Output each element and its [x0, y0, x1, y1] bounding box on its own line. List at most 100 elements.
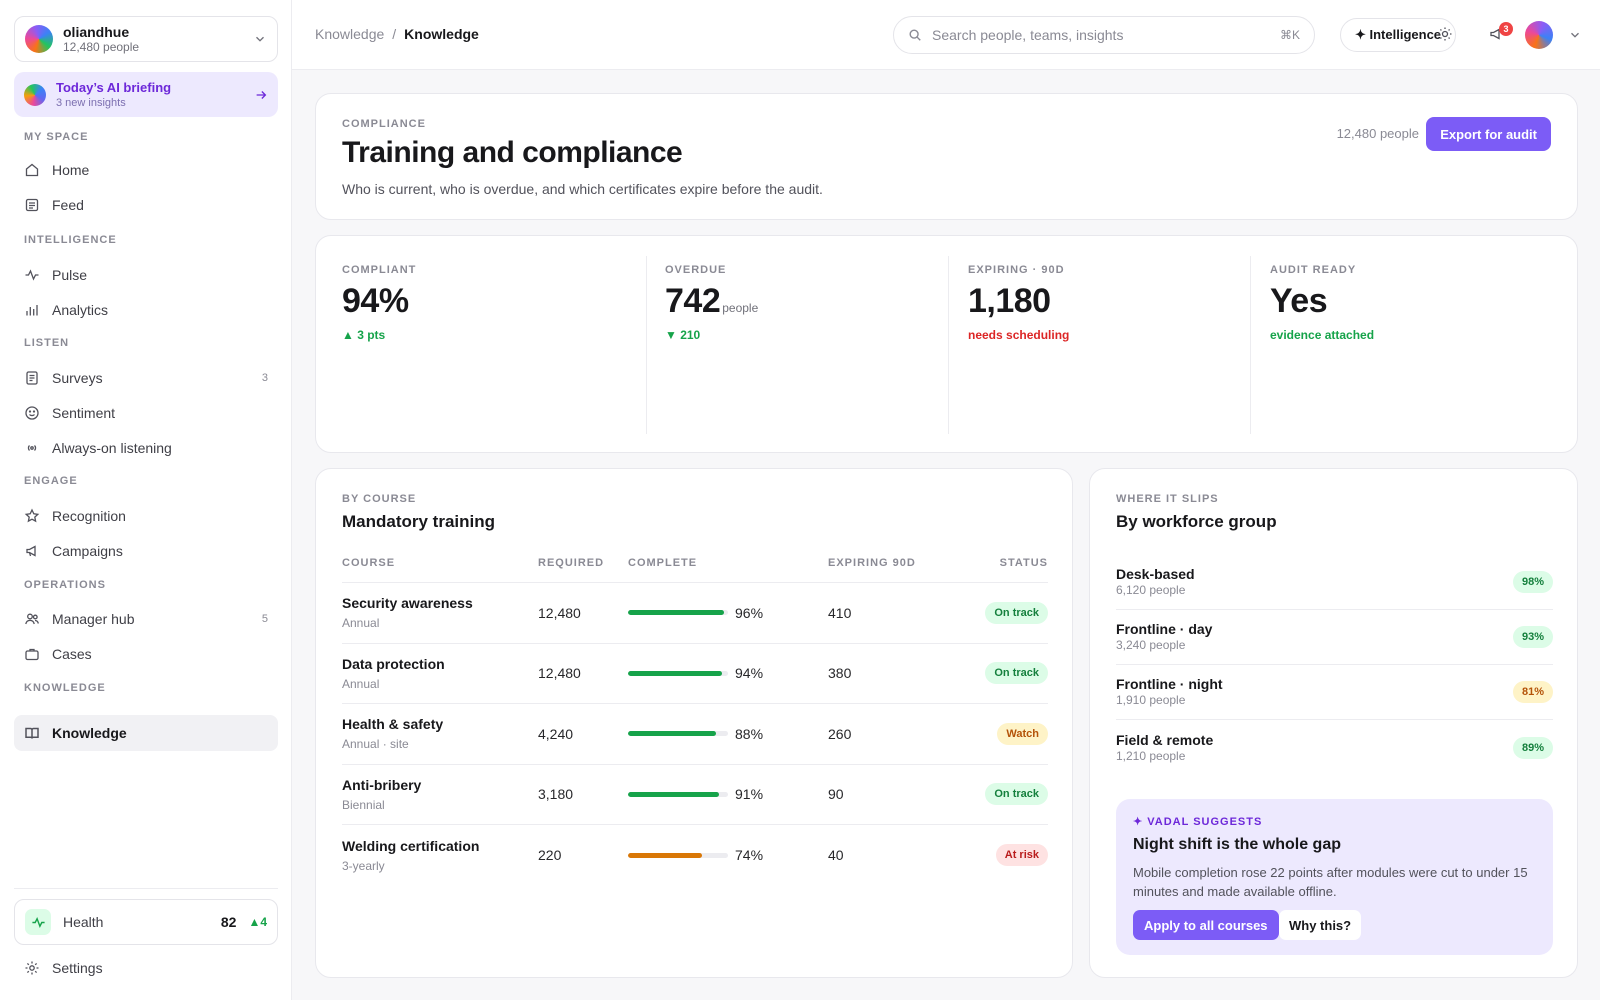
sidebar-item-settings[interactable]: Settings — [14, 951, 278, 985]
kpi-audit-ready: AUDIT READY Yes evidence attached — [1270, 256, 1550, 434]
column-header-complete[interactable]: COMPLETE — [628, 556, 698, 569]
sidebar-item-cases[interactable]: Cases — [14, 637, 278, 671]
health-value: 82 — [220, 914, 237, 930]
completion-cell: 88% — [628, 726, 828, 742]
group-percent-badge: 81% — [1512, 681, 1553, 703]
sidebar-item-always-on-listening[interactable]: Always-on listening — [14, 431, 278, 465]
completion-bar — [628, 610, 728, 616]
pulse-icon — [25, 269, 39, 281]
kpi-value: 742 people — [665, 282, 759, 320]
sidebar-item-manager-hub[interactable]: Manager hub 5 — [14, 602, 278, 636]
nav-section-knowledge: KNOWLEDGE — [24, 682, 106, 694]
group-text: Frontline · night 1,910 people — [1116, 676, 1513, 708]
kpi-label: AUDIT READY — [1270, 264, 1357, 276]
kpi-delta: ▲ 3 pts — [342, 328, 386, 342]
feed-icon — [25, 198, 39, 212]
kpi-delta: ▼ 210 — [665, 328, 701, 342]
list-item[interactable]: Field & remote 1,210 people 89% — [1116, 720, 1553, 775]
sidebar-item-label: Home — [52, 162, 90, 178]
required-count: 12,480 — [538, 665, 581, 682]
status-cell: At risk — [968, 844, 1048, 867]
breadcrumb-parent[interactable]: Knowledge — [315, 26, 385, 42]
course-frequency: Biennial — [342, 797, 385, 812]
sidebar-item-home[interactable]: Home — [14, 153, 278, 187]
list-item[interactable]: Desk-based 6,120 people 98% — [1116, 555, 1553, 610]
course-cell: Data protection Annual — [342, 655, 538, 692]
table-row[interactable]: Anti-bribery Biennial 3,180 91% 90 On tr… — [342, 765, 1048, 825]
expiring-count: 90 — [828, 786, 844, 803]
table-row[interactable]: Welding certification 3-yearly 220 74% 4… — [342, 825, 1048, 886]
column-header-required[interactable]: REQUIRED — [538, 556, 605, 569]
completion-percent: 94% — [735, 665, 764, 682]
briefing-subtitle: 3 new insights — [56, 96, 126, 109]
sidebar-item-pulse[interactable]: Pulse — [14, 258, 278, 292]
search-input[interactable] — [932, 27, 1280, 43]
kpi-label: COMPLIANT — [342, 264, 417, 276]
sidebar-item-feed[interactable]: Feed — [14, 188, 278, 222]
notification-badge: 3 — [1499, 22, 1513, 36]
user-avatar[interactable] — [1525, 21, 1553, 49]
sidebar-item-knowledge[interactable]: Knowledge — [14, 715, 278, 751]
status-badge: At risk — [995, 844, 1048, 867]
kpi-overdue: OVERDUE 742 people ▼ 210 — [665, 256, 945, 434]
status-badge: Watch — [997, 722, 1048, 745]
sidebar-item-label: Campaigns — [52, 543, 123, 559]
chevron-down-icon[interactable] — [1568, 28, 1582, 42]
completion-bar — [628, 852, 728, 858]
column-header-status[interactable]: STATUS — [999, 556, 1048, 569]
course-name: Health & safety — [342, 716, 444, 733]
table-header: COURSE REQUIRED COMPLETE EXPIRING 90D ST… — [342, 543, 1048, 583]
group-percent-badge: 93% — [1512, 626, 1553, 648]
expiring-count: 40 — [828, 847, 844, 864]
sidebar-item-surveys[interactable]: Surveys 3 — [14, 361, 278, 395]
sidebar-item-label: Recognition — [52, 508, 126, 524]
course-frequency: 3-yearly — [342, 858, 385, 873]
sidebar-item-label: Cases — [52, 646, 92, 662]
breadcrumb: Knowledge / Knowledge — [315, 26, 479, 42]
table-row[interactable]: Security awareness Annual 12,480 96% 410… — [342, 583, 1048, 644]
list-item[interactable]: Frontline · day 3,240 people 93% — [1116, 610, 1553, 665]
section-eyebrow: BY COURSE — [342, 493, 417, 505]
course-name: Data protection — [342, 655, 445, 672]
intelligence-button[interactable]: ✦ Intelligence — [1340, 18, 1457, 52]
why-this-button[interactable]: Why this? — [1279, 910, 1362, 940]
search-bar[interactable]: ⌘K — [893, 16, 1315, 54]
group-text: Desk-based 6,120 people — [1116, 566, 1513, 598]
required-count: 3,180 — [538, 786, 574, 803]
course-table: COURSE REQUIRED COMPLETE EXPIRING 90D ST… — [342, 543, 1048, 886]
nav-section-intelligence: INTELLIGENCE — [24, 234, 117, 246]
health-widget[interactable]: Health 82 ▲4 — [14, 899, 278, 945]
completion-cell: 91% — [628, 786, 828, 802]
nav-section-operations: OPERATIONS — [24, 579, 106, 591]
sun-icon[interactable] — [1437, 26, 1453, 42]
sidebar-item-recognition[interactable]: Recognition — [14, 499, 278, 533]
expiring-count: 380 — [828, 665, 852, 682]
group-name: Desk-based — [1116, 566, 1195, 582]
list-item[interactable]: Frontline · night 1,910 people 81% — [1116, 665, 1553, 720]
table-row[interactable]: Health & safety Annual · site 4,240 88% … — [342, 704, 1048, 765]
completion-percent: 74% — [735, 847, 764, 864]
ai-briefing-card[interactable]: Today’s AI briefing 3 new insights — [14, 72, 278, 117]
table-row[interactable]: Data protection Annual 12,480 94% 380 On… — [342, 644, 1048, 704]
sidebar-item-analytics[interactable]: Analytics — [14, 293, 278, 327]
suggestion-eyebrow: ✦ VADAL SUGGESTS — [1133, 816, 1263, 828]
status-badge: On track — [985, 783, 1048, 806]
arrow-right-icon — [256, 90, 267, 99]
org-switcher[interactable]: oliandhue 12,480 people — [14, 16, 278, 62]
status-badge: On track — [985, 662, 1048, 685]
megaphone-icon[interactable] — [1488, 26, 1504, 42]
org-name: oliandhue — [63, 23, 130, 40]
sidebar-item-campaigns[interactable]: Campaigns — [14, 534, 278, 568]
surveys-count: 3 — [261, 372, 268, 384]
column-header-course[interactable]: COURSE — [342, 556, 396, 569]
apply-to-all-courses-button[interactable]: Apply to all courses — [1133, 910, 1279, 940]
sidebar-item-label: Feed — [52, 197, 84, 213]
sidebar-item-sentiment[interactable]: Sentiment — [14, 396, 278, 430]
kpi-compliant: COMPLIANT 94% ▲ 3 pts — [342, 256, 622, 434]
column-header-expiring[interactable]: EXPIRING 90D — [828, 556, 916, 569]
export-for-audit-button[interactable]: Export for audit — [1426, 117, 1551, 151]
mandatory-training-card: BY COURSE Mandatory training COURSE REQU… — [315, 468, 1073, 978]
broadcast-icon — [27, 445, 37, 451]
status-cell: On track — [968, 783, 1048, 806]
kpi-divider — [948, 256, 949, 434]
